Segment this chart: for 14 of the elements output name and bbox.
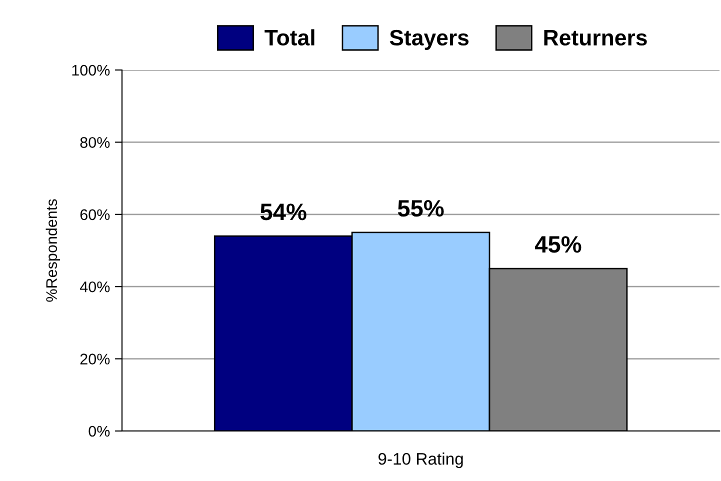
y-axis-title: %Respondents [46, 199, 60, 302]
y-tick-label: 0% [88, 426, 110, 437]
legend-label: Returners [544, 30, 647, 46]
y-tick-label: 100% [72, 64, 110, 76]
legend-label: Total [264, 29, 314, 46]
data-label: 55% [398, 200, 444, 217]
legend-label: Stayers [390, 30, 469, 50]
y-tick-label: 80% [80, 137, 110, 148]
data-label: 45% [534, 236, 582, 253]
data-label: 54% [260, 204, 306, 220]
x-axis-title: 9-10 Rating [378, 452, 463, 468]
y-tick-label: 60% [80, 209, 110, 220]
y-tick-label: 40% [80, 281, 110, 292]
y-tick-label: 20% [80, 354, 110, 364]
